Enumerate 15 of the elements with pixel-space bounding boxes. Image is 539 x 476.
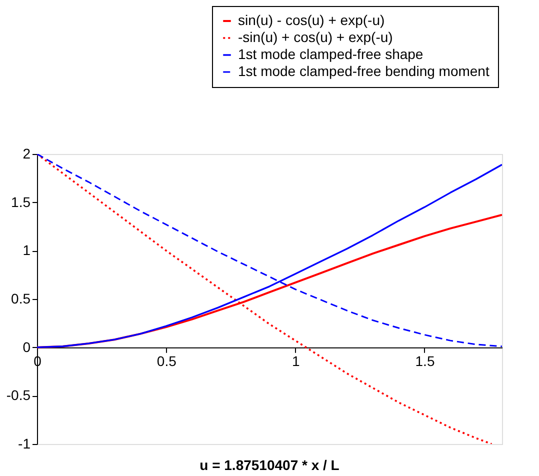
y-tick-label: 0.5 xyxy=(11,290,31,306)
legend-label: 1st mode clamped-free bending moment xyxy=(238,63,490,79)
y-tick-label: 1 xyxy=(22,242,31,258)
y-tick-label: -1 xyxy=(18,436,31,452)
y-tick-label: 2 xyxy=(22,146,31,162)
legend-label: sin(u) - cos(u) + exp(-u) xyxy=(238,12,385,28)
x-axis-title: u = 1.87510407 * x / L xyxy=(200,457,340,473)
y-tick-label: 0 xyxy=(22,338,31,355)
legend-label: 1st mode clamped-free shape xyxy=(238,46,424,62)
x-tick-label: 1.5 xyxy=(415,352,435,369)
x-tick-label: 0.5 xyxy=(156,352,177,369)
legend-label: -sin(u) + cos(u) + exp(-u) xyxy=(238,29,393,45)
y-tick-label: -0.5 xyxy=(6,387,31,404)
x-tick-label: 1 xyxy=(292,352,300,369)
y-tick-label: 1.5 xyxy=(11,194,31,210)
